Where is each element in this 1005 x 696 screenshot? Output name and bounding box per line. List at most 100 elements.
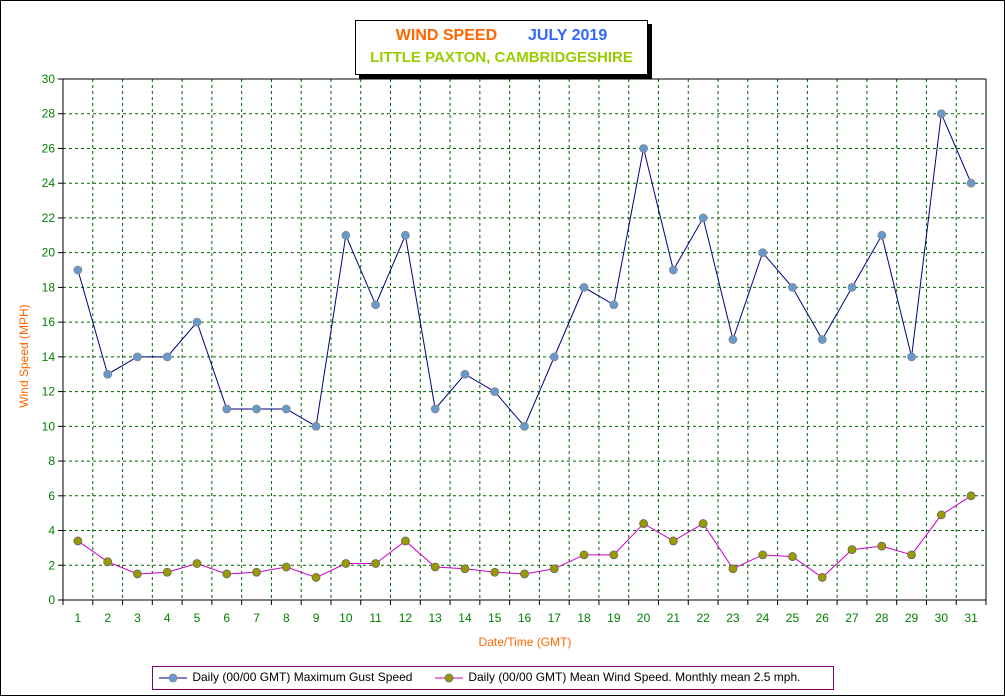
y-axis-label: Wind Speed (MPH) [17,304,31,407]
y-tick-label: 24 [42,176,56,190]
x-tick-label: 6 [223,611,230,625]
gust-point [698,213,708,223]
gust-point [877,230,887,240]
x-tick-label: 15 [488,611,502,625]
y-tick-label: 16 [42,315,56,329]
x-tick-label: 9 [313,611,320,625]
gust-point [281,404,291,414]
gust-point [728,335,738,344]
mean-point [698,519,708,528]
x-tick-label: 16 [518,611,532,625]
mean-point [430,562,440,572]
mean-point [668,536,678,546]
gust-point [788,282,797,292]
gust-point [758,248,768,258]
gust-point [103,369,113,379]
y-tick-label: 18 [42,280,56,294]
mean-point [966,491,976,501]
mean-point [936,510,946,520]
mean-point [817,573,827,582]
mean-point [520,569,529,579]
gust-point [520,421,529,431]
x-tick-label: 22 [696,611,710,625]
x-tick-label: 14 [458,611,472,625]
gust-point [311,421,321,431]
y-tick-label: 12 [42,385,56,399]
gust-point [668,265,678,275]
x-tick-label: 30 [935,611,949,625]
gust-point [162,352,172,362]
mean-point [281,562,291,572]
legend-item-mean: Daily (00/00 GMT) Mean Wind Speed. Month… [433,670,801,684]
gust-point [222,404,232,414]
gust-point [252,404,261,414]
gust-point [609,300,619,310]
mean-point [549,564,559,574]
gust-point [579,282,589,292]
x-tick-label: 12 [399,611,413,625]
gust-point [907,352,916,362]
chart-legend: Daily (00/00 GMT) Maximum Gust Speed Dai… [152,666,834,690]
x-tick-label: 20 [637,611,651,625]
gust-point [73,265,83,275]
mean-point [877,541,887,551]
mean-point [133,569,142,579]
gust-point [460,369,470,379]
y-tick-label: 28 [42,107,56,121]
gust-point [371,300,381,310]
y-tick-label: 0 [48,593,55,607]
y-tick-label: 30 [42,72,56,86]
x-tick-label: 8 [283,611,290,625]
gust-point [639,144,648,153]
legend-label-gust: Daily (00/00 GMT) Maximum Gust Speed [192,670,413,684]
legend-label-mean: Daily (00/00 GMT) Mean Wind Speed. Month… [468,670,801,684]
x-tick-label: 2 [104,611,111,625]
x-tick-label: 10 [339,611,353,625]
x-tick-label: 28 [875,611,889,625]
mean-point [222,569,232,579]
y-tick-label: 10 [42,419,56,433]
x-tick-label: 17 [548,611,562,625]
y-tick-label: 20 [42,246,56,260]
mean-point [728,564,738,574]
gust-point [549,352,559,362]
x-tick-label: 23 [726,611,740,625]
mean-point [341,559,351,568]
mean-point [311,573,321,582]
legend-mean-swatch [435,673,463,683]
x-axis-label: Date/Time (GMT) [479,635,572,649]
gust-point [341,230,351,240]
mean-point [371,559,381,568]
y-tick-label: 22 [42,211,56,225]
x-tick-label: 5 [194,611,201,625]
legend-item-gust: Daily (00/00 GMT) Maximum Gust Speed [157,670,412,684]
x-tick-label: 27 [845,611,859,625]
mean-point [73,536,83,546]
y-tick-label: 14 [42,350,56,364]
x-tick-label: 11 [369,611,382,625]
x-tick-label: 7 [253,611,260,625]
chart-title-wind-speed: WIND SPEED [395,27,498,44]
gust-point [401,230,410,240]
gust-point [490,387,500,397]
mean-point [490,567,500,577]
gust-point [133,352,142,362]
y-tick-label: 8 [48,454,55,468]
y-tick-label: 26 [42,141,56,155]
x-tick-label: 31 [964,611,978,625]
mean-point [460,564,470,574]
mean-point [907,550,916,560]
mean-point [252,567,261,577]
x-tick-label: 29 [905,611,919,625]
mean-point [401,536,410,546]
x-tick-label: 1 [75,611,82,625]
mean-point [162,567,172,577]
gust-point [192,317,202,327]
y-tick-label: 2 [48,558,55,572]
chart-subtitle: LITTLE PAXTON, CAMBRIDGESHIRE [370,49,633,66]
mean-point [639,519,648,528]
gust-point [966,178,976,188]
x-tick-label: 26 [816,611,830,625]
plot-area-border [62,78,987,601]
